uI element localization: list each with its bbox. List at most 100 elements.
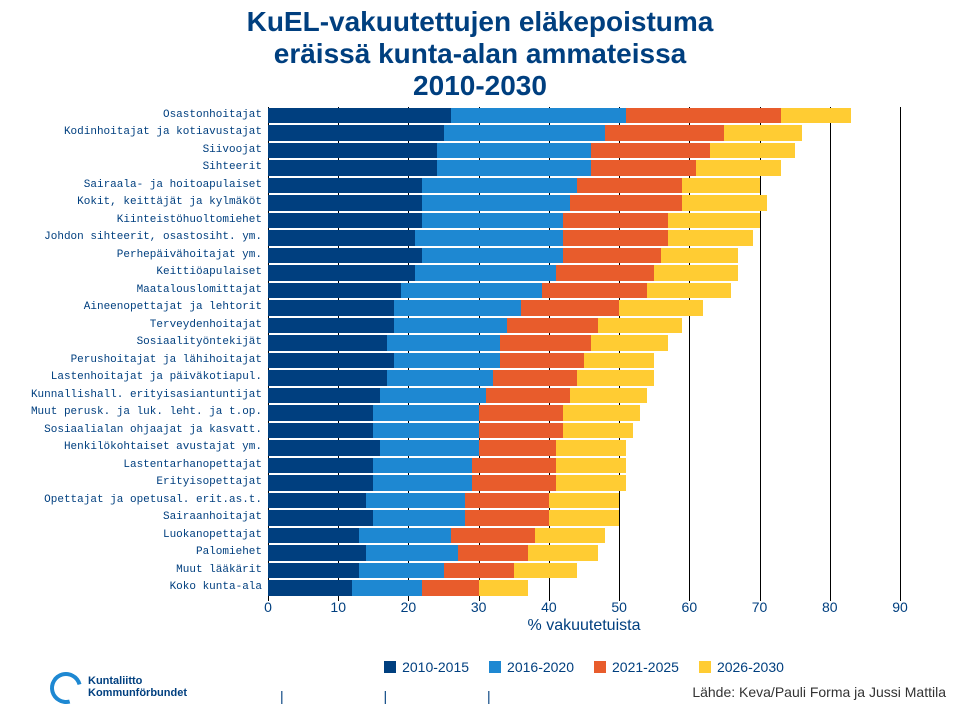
bar-row xyxy=(268,509,900,527)
bar-segment xyxy=(507,318,598,334)
bar-segment xyxy=(387,370,492,386)
bar-segment xyxy=(563,248,661,264)
bar-row xyxy=(268,369,900,387)
row-label: Sosiaalialan ohjaajat ja kasvatt. xyxy=(10,422,268,440)
bar-segment xyxy=(696,160,780,176)
bar-segment xyxy=(268,178,422,194)
row-label: Terveydenhoitajat xyxy=(10,317,268,335)
bar-row xyxy=(268,527,900,545)
bar-segment xyxy=(668,213,759,229)
row-label: Kiinteistöhuoltomiehet xyxy=(10,212,268,230)
x-tick: 60 xyxy=(682,599,698,615)
row-label: Luokanopettajat xyxy=(10,527,268,545)
bar-segment xyxy=(556,440,626,456)
bar-segment xyxy=(268,195,422,211)
bar-segment xyxy=(394,353,499,369)
bar-segment xyxy=(479,580,528,596)
legend-swatch xyxy=(699,661,711,673)
bar-row xyxy=(268,264,900,282)
bar-segment xyxy=(366,493,464,509)
bar-segment xyxy=(268,108,451,124)
bar-segment xyxy=(682,195,766,211)
bar-segment xyxy=(577,178,682,194)
legend-label: 2016-2020 xyxy=(507,659,574,675)
legend-swatch xyxy=(594,661,606,673)
row-label: Lastenhoitajat ja päiväkotiapul. xyxy=(10,369,268,387)
bar-segment xyxy=(451,528,535,544)
x-tick: 40 xyxy=(541,599,557,615)
bar-segment xyxy=(458,545,528,561)
legend-item: 2021-2025 xyxy=(594,659,679,675)
bar-segment xyxy=(437,143,591,159)
bar-segment xyxy=(380,388,485,404)
row-label: Osastonhoitajat xyxy=(10,107,268,125)
x-tick: 0 xyxy=(264,599,272,615)
x-tick: 70 xyxy=(752,599,768,615)
bar-segment xyxy=(493,370,577,386)
x-tick: 10 xyxy=(330,599,346,615)
legend-swatch xyxy=(384,661,396,673)
bar-segment xyxy=(268,143,437,159)
legend-label: 2026-2030 xyxy=(717,659,784,675)
bar-row xyxy=(268,544,900,562)
bar-segment xyxy=(422,178,576,194)
bar-segment xyxy=(577,370,654,386)
bar-segment xyxy=(268,440,380,456)
footer: Kuntaliitto Kommunförbundet | | | Lähde:… xyxy=(0,676,960,704)
bar-segment xyxy=(591,143,710,159)
bar-row xyxy=(268,212,900,230)
bar-segment xyxy=(563,423,633,439)
bar-segment xyxy=(465,493,549,509)
bar-segment xyxy=(268,580,352,596)
bar-segment xyxy=(591,335,668,351)
bar-segment xyxy=(268,528,359,544)
bar-segment xyxy=(626,108,780,124)
bar-segment xyxy=(422,213,562,229)
x-tick: 50 xyxy=(611,599,627,615)
bar-segment xyxy=(415,230,562,246)
logo-icon xyxy=(44,666,88,710)
bar-segment xyxy=(373,510,464,526)
bar-row xyxy=(268,387,900,405)
bar-segment xyxy=(268,458,373,474)
bar-segment xyxy=(387,335,499,351)
bar-row xyxy=(268,229,900,247)
bar-segment xyxy=(268,510,373,526)
bar-segment xyxy=(549,493,619,509)
bar-segment xyxy=(373,475,471,491)
row-label: Palomiehet xyxy=(10,544,268,562)
bar-segment xyxy=(422,580,478,596)
bar-row xyxy=(268,562,900,580)
bar-segment xyxy=(444,563,514,579)
bar-segment xyxy=(563,405,640,421)
bar-row xyxy=(268,299,900,317)
row-label: Maatalouslomittajat xyxy=(10,282,268,300)
row-label: Muut lääkärit xyxy=(10,562,268,580)
bar-segment xyxy=(394,300,520,316)
bar-segment xyxy=(682,178,759,194)
legend-swatch xyxy=(489,661,501,673)
legend: 2010-20152016-20202021-20252026-2030 xyxy=(258,659,910,676)
row-label: Siivoojat xyxy=(10,142,268,160)
row-label: Sairaala- ja hoitoapulaiset xyxy=(10,177,268,195)
source-label: Lähde: Keva/Pauli Forma ja Jussi Mattila xyxy=(692,684,946,700)
bar-row xyxy=(268,177,900,195)
bar-row xyxy=(268,439,900,457)
legend-label: 2021-2025 xyxy=(612,659,679,675)
title-line2: eräissä kunta-alan ammateissa xyxy=(274,38,686,69)
row-label: Keittiöapulaiset xyxy=(10,264,268,282)
bar-segment xyxy=(781,108,851,124)
bar-segment xyxy=(352,580,422,596)
bar-segment xyxy=(563,213,668,229)
bar-segment xyxy=(556,475,626,491)
bar-segment xyxy=(268,388,380,404)
bar-segment xyxy=(549,510,619,526)
bar-segment xyxy=(373,458,471,474)
bar-segment xyxy=(268,563,359,579)
title-line3: 2010-2030 xyxy=(413,70,547,101)
bars xyxy=(268,107,900,597)
row-label: Kodinhoitajat ja kotiavustajat xyxy=(10,124,268,142)
bar-segment xyxy=(415,265,555,281)
bar-segment xyxy=(268,318,394,334)
bar-segment xyxy=(661,248,738,264)
